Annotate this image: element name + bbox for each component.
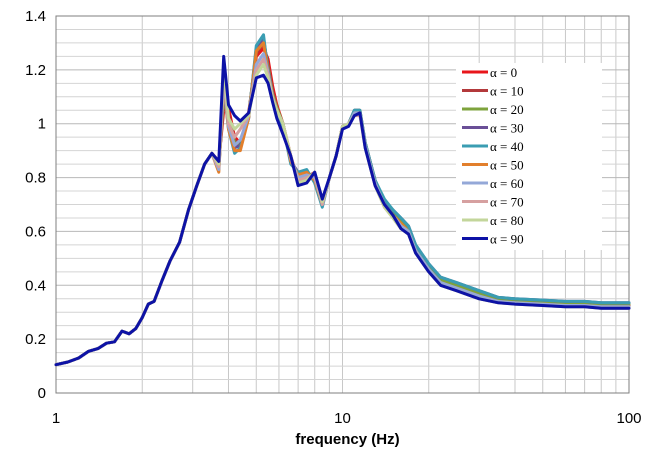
y-tick-label: 0: [38, 385, 46, 402]
legend-label: α = 80: [490, 213, 524, 228]
plot-area-frame: [55, 15, 630, 394]
x-axis-tick-labels: 1 10 100: [52, 410, 642, 427]
x-tick-label: 10: [334, 410, 351, 427]
x-tick-label: 1: [52, 410, 60, 427]
y-tick-label: 0.6: [25, 223, 46, 240]
x-tick-label: 100: [616, 410, 641, 427]
y-tick-label: 1.4: [25, 8, 46, 25]
y-tick-label: 0.2: [25, 331, 46, 348]
x-axis-label: frequency (Hz): [295, 431, 399, 448]
series-lines: [54, 33, 631, 367]
legend-label: α = 60: [490, 176, 524, 191]
legend-label: α = 20: [490, 102, 524, 117]
legend: α = 0 α = 10 α = 20 α = 30 α = 40 α = 50 α = 6…: [456, 63, 602, 250]
y-tick-label: 1: [38, 116, 46, 133]
y-tick-label: 0.8: [25, 170, 46, 187]
legend-label: α = 40: [490, 139, 524, 154]
legend-label: α = 10: [490, 84, 524, 99]
y-axis-tick-labels: 0 0.2 0.4 0.6 0.8 1 1.2 1.4: [25, 8, 46, 402]
legend-items: α = 0 α = 10 α = 20 α = 30 α = 40 α = 50 α = 6…: [462, 65, 524, 247]
legend-label: α = 70: [490, 195, 524, 210]
legend-label: α = 90: [490, 232, 524, 247]
y-tick-label: 1.2: [25, 62, 46, 79]
legend-label: α = 50: [490, 158, 524, 173]
series-line: [54, 54, 631, 367]
legend-label: α = 30: [490, 121, 524, 136]
legend-label: α = 0: [490, 65, 517, 80]
y-tick-label: 0.4: [25, 277, 46, 294]
